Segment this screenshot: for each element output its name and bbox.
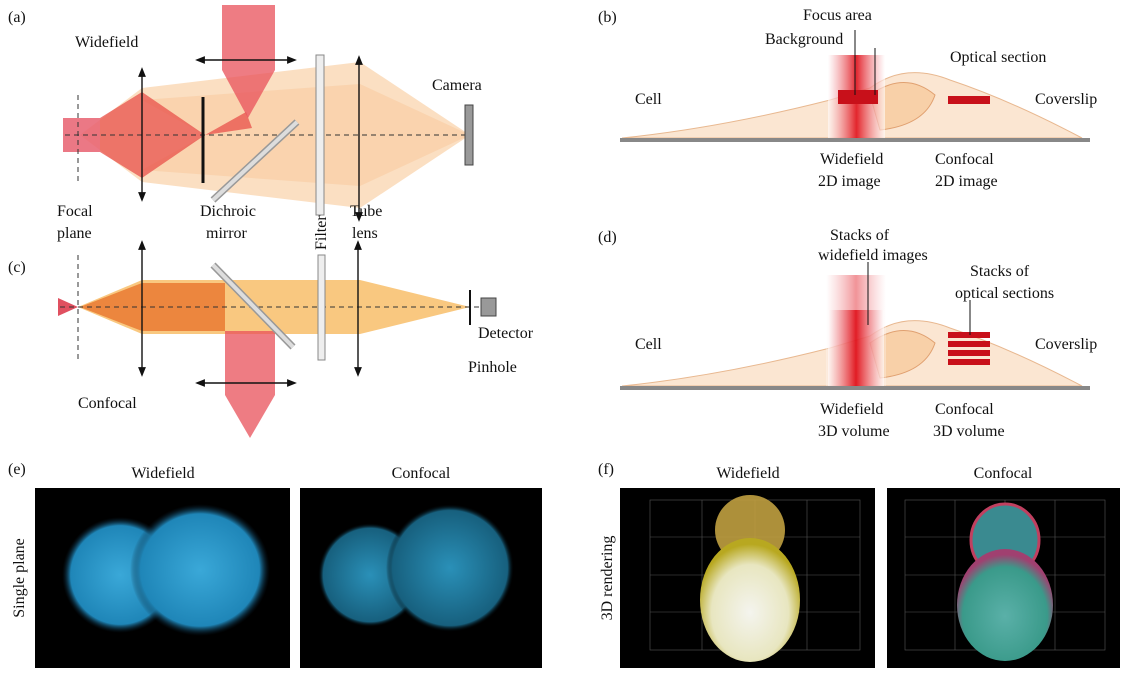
optical-section: [948, 350, 990, 356]
cell-render: [700, 538, 800, 662]
focus-area: [838, 90, 878, 104]
panel-label: (b): [598, 9, 617, 26]
label: Detector: [478, 325, 534, 342]
panel-title: Confocal: [78, 395, 137, 412]
figure: (a) Widefield Camera Focal plane Dichroi…: [0, 0, 1131, 673]
label: Cell: [635, 91, 662, 108]
row-label: 3D rendering: [599, 536, 616, 621]
panel-c: (c) Detector Pinhole Confocal: [8, 245, 534, 438]
panel-label: (c): [8, 259, 26, 276]
label: Background: [765, 31, 843, 48]
label: Confocal: [935, 151, 994, 168]
label: Focal: [57, 203, 93, 220]
camera: [465, 105, 473, 165]
label: 2D image: [935, 173, 998, 190]
label: 3D volume: [818, 423, 890, 440]
label: plane: [57, 225, 92, 242]
panel-label: (d): [598, 229, 617, 246]
widefield-stack: [828, 310, 884, 386]
detector: [481, 298, 496, 316]
panel-label: (a): [8, 9, 26, 26]
label: optical sections: [955, 285, 1054, 302]
label: Stacks of: [970, 263, 1030, 280]
label: Filter: [313, 215, 330, 250]
optical-section: [948, 96, 990, 104]
panel-title: Widefield: [75, 34, 138, 51]
label: 3D volume: [933, 423, 1005, 440]
panel-a: (a) Widefield Camera Focal plane Dichroi…: [8, 5, 482, 250]
panel-d: (d) Stacks of widefield images Stacks of…: [598, 227, 1097, 440]
label: Optical section: [950, 49, 1046, 66]
cell-image: [130, 504, 270, 636]
label: Pinhole: [468, 359, 517, 376]
label: Coverslip: [1035, 336, 1097, 353]
label: Focus area: [803, 7, 872, 24]
filter: [318, 255, 325, 360]
label: Widefield: [820, 151, 883, 168]
panel-b: (b) Focus area Background Optical sectio…: [598, 7, 1097, 190]
excitation-beam: [225, 331, 275, 438]
label: Cell: [635, 336, 662, 353]
column-title: Confocal: [974, 465, 1033, 482]
cell-render: [957, 549, 1053, 661]
column-title: Confocal: [392, 465, 451, 482]
optical-section: [948, 341, 990, 347]
panel-f: (f) Widefield Confocal 3D rendering: [598, 461, 1120, 668]
column-title: Widefield: [716, 465, 779, 482]
optical-section: [948, 359, 990, 365]
panel-label: (e): [8, 461, 26, 478]
panel-label: (f): [598, 461, 614, 478]
label: Dichroic: [200, 203, 256, 220]
filter: [316, 55, 324, 215]
label: Coverslip: [1035, 91, 1097, 108]
label: mirror: [206, 225, 248, 242]
column-title: Widefield: [131, 465, 194, 482]
label: Confocal: [935, 401, 994, 418]
label: Widefield: [820, 401, 883, 418]
cell-image: [386, 504, 514, 632]
label: widefield images: [818, 247, 928, 264]
row-label: Single plane: [11, 538, 28, 618]
optical-section: [948, 332, 990, 338]
label: 2D image: [818, 173, 881, 190]
label: lens: [352, 225, 378, 242]
panel-e: (e) Widefield Confocal Single plane: [8, 461, 542, 668]
label: Camera: [432, 77, 482, 94]
label: Stacks of: [830, 227, 890, 244]
label: Tube: [350, 203, 382, 220]
